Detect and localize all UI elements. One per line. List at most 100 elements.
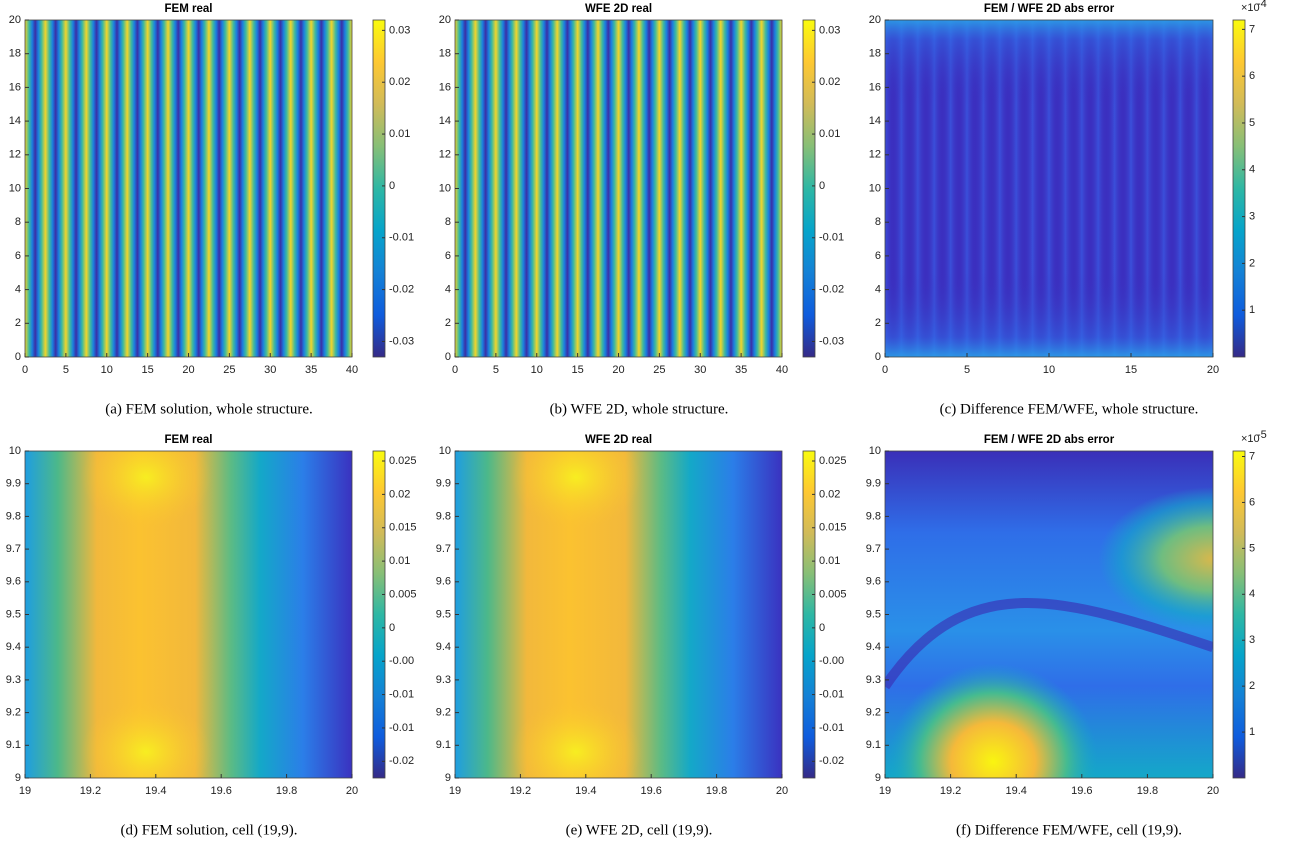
- x-tick-label: 19.8: [1137, 785, 1158, 797]
- y-tick-label: 4: [15, 284, 21, 296]
- x-tick-label: 19.4: [1005, 785, 1026, 797]
- y-tick-label: 9.7: [6, 543, 21, 555]
- y-tick-label: 12: [439, 149, 451, 161]
- colorbar-tick-label: 0: [389, 622, 395, 634]
- y-tick-label: 16: [439, 81, 451, 93]
- y-tick-label: 8: [875, 216, 881, 228]
- caption: (c) Difference FEM/WFE, whole structure.: [940, 401, 1199, 417]
- y-tick-label: 9.1: [436, 739, 451, 751]
- colorbar-exponent: -4: [1257, 0, 1267, 10]
- x-tick-label: 10: [531, 364, 543, 376]
- y-tick-label: 9.6: [866, 576, 881, 588]
- y-tick-label: 9.2: [6, 707, 21, 719]
- y-tick-label: 6: [15, 250, 21, 262]
- x-tick-label: 5: [493, 364, 499, 376]
- colorbar-tick-label: -0.02: [819, 284, 844, 296]
- x-tick-label: 20: [182, 364, 194, 376]
- colorbar-tick-label: 3: [1249, 634, 1255, 646]
- x-tick-label: 19.8: [276, 785, 297, 797]
- y-tick-label: 18: [439, 48, 451, 60]
- y-tick-label: 9.5: [866, 608, 881, 620]
- heatmap-image: [885, 20, 1213, 357]
- x-tick-label: 40: [776, 364, 788, 376]
- colorbar-tick-label: -0.01: [819, 232, 844, 244]
- colorbar-multiplier: ×10: [1241, 433, 1260, 445]
- colorbar-tick-label: -0.00: [819, 655, 844, 667]
- x-tick-label: 40: [346, 364, 358, 376]
- x-tick-label: 10: [1043, 364, 1055, 376]
- field: [888, 664, 1098, 849]
- y-tick-label: 9.1: [866, 739, 881, 751]
- y-tick-label: 10: [439, 445, 451, 457]
- x-tick-label: 25: [653, 364, 665, 376]
- colorbar-tick-label: 0.02: [819, 76, 840, 88]
- x-tick-label: 20: [776, 785, 788, 797]
- colorbar: [802, 450, 816, 779]
- y-tick-label: 9.8: [6, 510, 21, 522]
- y-tick-label: 9.8: [866, 510, 881, 522]
- heatmap-image: [455, 425, 782, 778]
- y-tick-label: 4: [445, 284, 451, 296]
- colorbar-tick-label: 7: [1249, 450, 1255, 462]
- colorbar-tick-label: -0.01: [389, 722, 414, 734]
- colorbar-tick-label: -0.01: [389, 232, 414, 244]
- heatmap-image: [25, 20, 352, 357]
- y-tick-label: 9.3: [436, 674, 451, 686]
- y-tick-label: 9: [875, 772, 881, 784]
- colorbar-tick-label: 0.02: [389, 76, 410, 88]
- y-tick-label: 9.7: [866, 543, 881, 555]
- x-tick-label: 0: [452, 364, 458, 376]
- y-tick-label: 12: [9, 149, 21, 161]
- x-tick-label: 15: [572, 364, 584, 376]
- y-tick-label: 14: [439, 115, 451, 127]
- x-tick-label: 5: [63, 364, 69, 376]
- y-tick-label: 9.9: [436, 478, 451, 490]
- caption: (d) FEM solution, cell (19,9).: [120, 822, 297, 838]
- x-tick-label: 19.6: [640, 785, 661, 797]
- colorbar: [372, 450, 386, 779]
- colorbar-tick-label: 6: [1249, 496, 1255, 508]
- y-tick-label: 16: [9, 81, 21, 93]
- colorbar-tick-label: 7: [1249, 23, 1255, 35]
- colorbar-tick-label: -0.02: [819, 755, 844, 767]
- colorbar: [1232, 19, 1246, 358]
- field: [81, 700, 212, 805]
- colorbar-tick-label: -0.02: [389, 755, 414, 767]
- x-tick-label: 19.4: [145, 785, 166, 797]
- y-tick-label: 9.9: [866, 478, 881, 490]
- field: [81, 425, 212, 530]
- colorbar-tick-label: -0.01: [819, 722, 844, 734]
- y-tick-label: 9.2: [436, 707, 451, 719]
- colorbar-exponent: -5: [1257, 429, 1267, 441]
- y-tick-label: 9.3: [6, 674, 21, 686]
- colorbar-tick-label: 0.005: [819, 588, 847, 600]
- x-tick-label: 19.8: [706, 785, 727, 797]
- x-tick-label: 15: [142, 364, 154, 376]
- colorbar-tick-label: 6: [1249, 70, 1255, 82]
- x-tick-label: 15: [1125, 364, 1137, 376]
- y-tick-label: 2: [875, 317, 881, 329]
- heatmap-image: [25, 425, 352, 805]
- heatmap-image: [885, 451, 1213, 849]
- y-tick-label: 9.4: [436, 641, 451, 653]
- x-tick-label: 30: [694, 364, 706, 376]
- colorbar-tick-label: -0.03: [389, 335, 414, 347]
- y-tick-label: 6: [875, 250, 881, 262]
- field: [511, 425, 642, 530]
- colorbar-tick-label: 2: [1249, 680, 1255, 692]
- y-tick-label: 8: [445, 216, 451, 228]
- colorbar-tick-label: 5: [1249, 117, 1255, 129]
- colorbar-tick-label: 4: [1249, 588, 1255, 600]
- y-tick-label: 9.1: [6, 739, 21, 751]
- chart-title: FEM / WFE 2D abs error: [984, 434, 1115, 446]
- caption: (f) Difference FEM/WFE, cell (19,9).: [956, 822, 1182, 838]
- x-tick-label: 10: [101, 364, 113, 376]
- colorbar-tick-label: 0.01: [819, 555, 840, 567]
- y-tick-label: 6: [445, 250, 451, 262]
- colorbar-tick-label: -0.02: [389, 284, 414, 296]
- colorbar-tick-label: 0: [389, 180, 395, 192]
- x-tick-label: 25: [223, 364, 235, 376]
- y-tick-label: 20: [9, 14, 21, 26]
- colorbar-tick-label: 0.03: [819, 24, 840, 36]
- colorbar-multiplier: ×10: [1241, 2, 1260, 14]
